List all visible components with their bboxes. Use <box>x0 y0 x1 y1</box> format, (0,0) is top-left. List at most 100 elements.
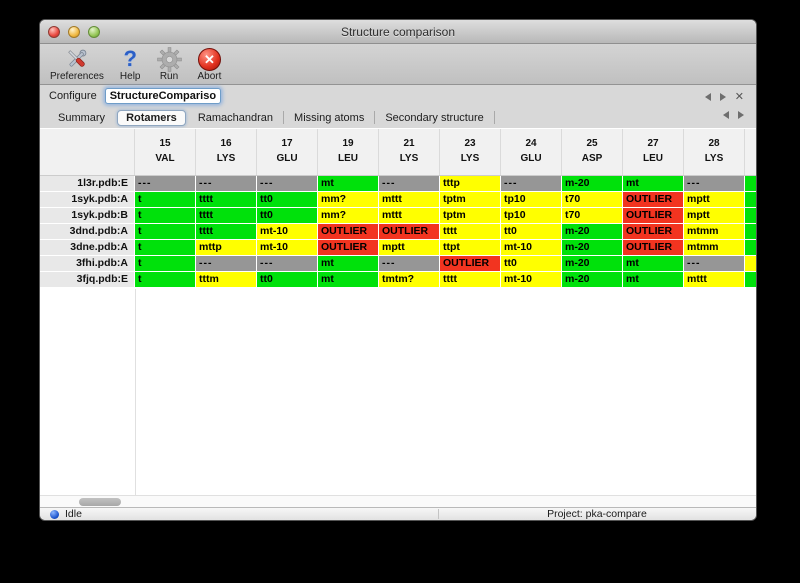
rotamer-cell[interactable]: tttt <box>196 208 256 223</box>
rotamer-cell[interactable]: m-20 <box>562 240 622 255</box>
rotamer-cell[interactable]: t <box>135 192 195 207</box>
rotamer-cell[interactable]: tptm <box>440 208 500 223</box>
rotamer-cell[interactable]: m-20 <box>562 176 622 191</box>
minimize-window-button[interactable] <box>68 26 80 38</box>
tab-scroll-right-icon[interactable] <box>738 111 744 119</box>
rotamer-cell[interactable]: mptt <box>684 208 744 223</box>
rotamer-cell[interactable]: tttt <box>440 272 500 287</box>
rotamer-cell[interactable]: mm? <box>318 208 378 223</box>
rotamer-cell[interactable]: mt <box>318 256 378 271</box>
rotamer-cell[interactable]: tttm <box>196 272 256 287</box>
rotamer-cell[interactable]: --- <box>684 176 744 191</box>
rotamer-cell-partial[interactable] <box>745 272 756 287</box>
row-label[interactable]: 1syk.pdb:A <box>40 192 135 207</box>
titlebar[interactable]: Structure comparison <box>40 20 756 44</box>
rotamer-cell[interactable]: tt0 <box>257 208 317 223</box>
rotamer-cell-partial[interactable] <box>745 192 756 207</box>
rotamer-cell[interactable]: mttt <box>379 192 439 207</box>
rotamer-cell[interactable]: m-20 <box>562 272 622 287</box>
rotamer-cell[interactable]: mtmm <box>684 240 744 255</box>
rotamer-cell[interactable]: OUTLIER <box>440 256 500 271</box>
rotamer-cell[interactable]: mt-10 <box>501 272 561 287</box>
rotamer-cell-partial[interactable] <box>745 240 756 255</box>
row-label[interactable]: 1l3r.pdb:E <box>40 176 135 191</box>
nav-right-icon[interactable] <box>719 93 726 101</box>
rotamer-cell[interactable]: tttt <box>196 192 256 207</box>
rotamer-cell[interactable]: --- <box>135 176 195 191</box>
row-label[interactable]: 3dnd.pdb:A <box>40 224 135 239</box>
rotamer-cell[interactable]: mt <box>623 176 683 191</box>
tab-ramachandran[interactable]: Ramachandran <box>197 111 274 124</box>
rotamer-cell[interactable]: tp10 <box>501 208 561 223</box>
rotamer-cell[interactable]: mm? <box>318 192 378 207</box>
rotamer-cell[interactable]: mptt <box>684 192 744 207</box>
rotamer-cell[interactable]: mt-10 <box>257 240 317 255</box>
column-header[interactable]: 21 LYS <box>379 129 440 175</box>
rotamer-cell-partial[interactable] <box>745 224 756 239</box>
rotamer-cell[interactable]: t70 <box>562 208 622 223</box>
rotamer-cell[interactable]: OUTLIER <box>623 240 683 255</box>
row-label[interactable]: 1syk.pdb:B <box>40 208 135 223</box>
rotamer-cell[interactable]: --- <box>379 256 439 271</box>
rotamer-cell[interactable]: mt-10 <box>501 240 561 255</box>
rotamer-cell[interactable]: t <box>135 272 195 287</box>
close-window-button[interactable] <box>48 26 60 38</box>
rotamer-cell[interactable]: tp10 <box>501 192 561 207</box>
rotamer-cell[interactable]: mptt <box>379 240 439 255</box>
tab-summary[interactable]: Summary <box>58 111 106 124</box>
column-header[interactable]: 16 LYS <box>196 129 257 175</box>
column-header[interactable]: 27 LEU <box>623 129 684 175</box>
rotamer-cell[interactable]: --- <box>196 256 256 271</box>
rotamer-cell[interactable]: OUTLIER <box>623 208 683 223</box>
rotamer-cell[interactable]: tttp <box>440 176 500 191</box>
nav-left-icon[interactable] <box>704 93 711 101</box>
rotamer-cell[interactable]: OUTLIER <box>623 224 683 239</box>
preferences-button[interactable]: Preferences <box>50 46 104 82</box>
rotamer-cell[interactable]: t <box>135 240 195 255</box>
rotamer-cell[interactable]: mtmm <box>684 224 744 239</box>
column-header[interactable]: 28 LYS <box>684 129 745 175</box>
row-label[interactable]: 3fjq.pdb:E <box>40 272 135 287</box>
close-pane-icon[interactable]: ✕ <box>734 91 744 103</box>
rotamer-cell[interactable]: t <box>135 224 195 239</box>
rotamer-cell[interactable]: --- <box>257 256 317 271</box>
rotamer-cell[interactable]: tttt <box>196 224 256 239</box>
rotamer-cell[interactable]: mttt <box>684 272 744 287</box>
rotamer-cell[interactable]: mttt <box>379 208 439 223</box>
rotamer-cell[interactable]: OUTLIER <box>318 224 378 239</box>
rotamer-cell[interactable]: --- <box>684 256 744 271</box>
rotamer-cell-partial[interactable] <box>745 208 756 223</box>
rotamer-cell[interactable]: t <box>135 256 195 271</box>
rotamer-cell[interactable]: tt0 <box>257 272 317 287</box>
rotamer-cell[interactable]: mt <box>318 272 378 287</box>
row-label[interactable]: 3dne.pdb:A <box>40 240 135 255</box>
rotamer-cell[interactable]: tt0 <box>257 192 317 207</box>
rotamer-cell[interactable]: ttpt <box>440 240 500 255</box>
zoom-window-button[interactable] <box>88 26 100 38</box>
rotamer-cell[interactable]: tmtm? <box>379 272 439 287</box>
rotamer-cell[interactable]: --- <box>257 176 317 191</box>
column-header[interactable]: 19 LEU <box>318 129 379 175</box>
rotamer-cell[interactable]: OUTLIER <box>318 240 378 255</box>
tab-secondary-structure[interactable]: Secondary structure <box>385 111 484 124</box>
help-button[interactable]: ? Help <box>120 46 141 83</box>
rotamer-cell[interactable]: OUTLIER <box>623 192 683 207</box>
rotamer-cell[interactable]: tt0 <box>501 256 561 271</box>
rotamer-cell[interactable]: tt0 <box>501 224 561 239</box>
rotamer-cell[interactable]: mttp <box>196 240 256 255</box>
scrollbar-thumb[interactable] <box>79 498 121 506</box>
rotamer-cell[interactable]: mt-10 <box>257 224 317 239</box>
abort-button[interactable]: ✕ Abort <box>198 46 221 82</box>
column-header[interactable]: 15 VAL <box>135 129 196 175</box>
rotamer-cell[interactable]: --- <box>196 176 256 191</box>
configure-input[interactable] <box>104 88 221 104</box>
rotamer-cell[interactable]: --- <box>379 176 439 191</box>
rotamer-cell[interactable]: tptm <box>440 192 500 207</box>
column-header[interactable]: 23 LYS <box>440 129 501 175</box>
rotamer-cell[interactable]: tttt <box>440 224 500 239</box>
run-button[interactable]: Run <box>156 46 182 82</box>
rotamer-cell[interactable]: m-20 <box>562 224 622 239</box>
rotamer-cell[interactable]: OUTLIER <box>379 224 439 239</box>
tab-scroll-left-icon[interactable] <box>723 111 729 119</box>
tab-missing-atoms[interactable]: Missing atoms <box>294 111 365 124</box>
